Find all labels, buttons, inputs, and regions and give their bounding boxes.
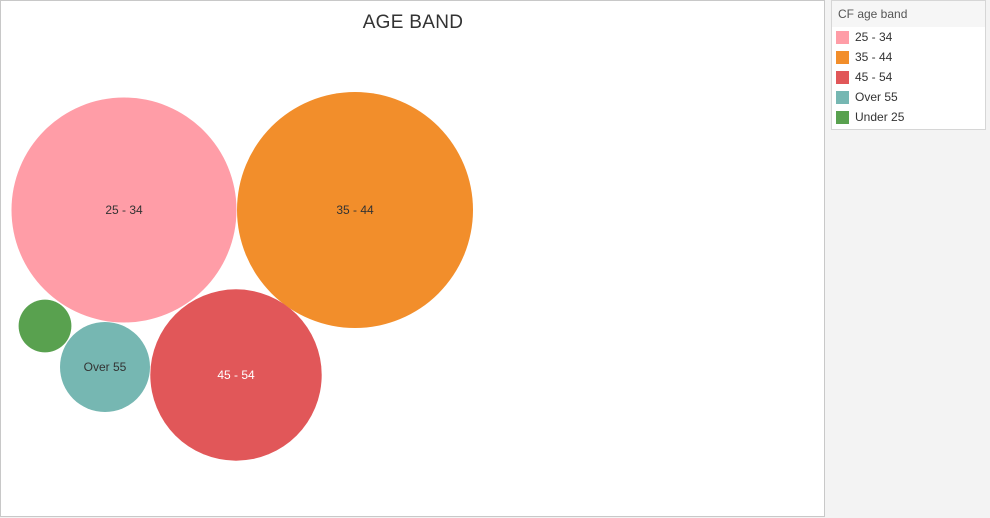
bubble-over-55[interactable] bbox=[60, 322, 150, 412]
bubble-chart: 25 - 34 35 - 44 45 - 54 Over 55 bbox=[11, 92, 473, 461]
legend-label: Under 25 bbox=[855, 110, 905, 124]
legend-label: 35 - 44 bbox=[855, 50, 893, 64]
legend-label: 45 - 54 bbox=[855, 70, 893, 84]
legend-item[interactable]: 35 - 44 bbox=[832, 47, 985, 67]
legend-swatch bbox=[836, 50, 849, 64]
legend-item[interactable]: Over 55 bbox=[832, 87, 985, 107]
legend[interactable]: CF age band 25 - 34 35 - 44 45 - 54 Over 55… bbox=[831, 0, 986, 130]
legend-title: CF age band bbox=[832, 1, 985, 27]
legend-item[interactable]: 25 - 34 bbox=[832, 27, 985, 47]
bubble-under-25[interactable] bbox=[18, 299, 72, 353]
bubble-25-34[interactable] bbox=[11, 97, 237, 323]
bubble-45-54[interactable] bbox=[150, 289, 322, 461]
legend-label: 25 - 34 bbox=[855, 30, 893, 44]
legend-swatch bbox=[836, 30, 849, 44]
legend-label: Over 55 bbox=[855, 90, 898, 104]
legend-item[interactable]: 45 - 54 bbox=[832, 67, 985, 87]
bubble-label: 25 - 34 bbox=[105, 203, 143, 217]
bubble-35-44[interactable] bbox=[237, 92, 473, 328]
bubble-label: Over 55 bbox=[84, 360, 127, 374]
legend-swatch bbox=[836, 90, 849, 104]
chart-title: AGE BAND bbox=[362, 12, 464, 33]
legend-item[interactable]: Under 25 bbox=[832, 107, 985, 127]
bubble-label: 35 - 44 bbox=[336, 203, 374, 217]
legend-items: 25 - 34 35 - 44 45 - 54 Over 55 Under 25 bbox=[832, 27, 985, 127]
legend-swatch bbox=[836, 70, 849, 84]
legend-swatch bbox=[836, 110, 849, 124]
bubble-label: 45 - 54 bbox=[217, 368, 255, 382]
